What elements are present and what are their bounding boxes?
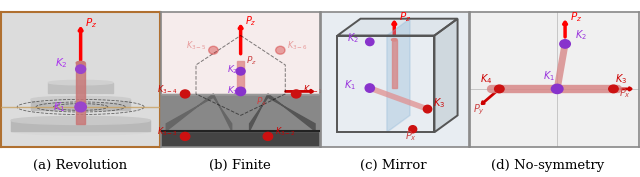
- Text: $K_{3-3}$: $K_{3-3}$: [157, 126, 178, 138]
- Circle shape: [560, 40, 570, 48]
- Circle shape: [75, 102, 86, 112]
- Ellipse shape: [31, 107, 131, 113]
- Text: $P_x$: $P_x$: [255, 96, 267, 108]
- Text: $K_1$: $K_1$: [53, 100, 66, 114]
- Circle shape: [409, 126, 417, 133]
- Ellipse shape: [31, 96, 131, 102]
- Circle shape: [180, 132, 190, 140]
- Text: $P_y$: $P_y$: [473, 103, 485, 117]
- Text: (c) Mirror: (c) Mirror: [360, 159, 427, 172]
- Bar: [161, 131, 320, 147]
- Bar: [12, 120, 150, 131]
- Text: $K_2$: $K_2$: [55, 56, 67, 70]
- Circle shape: [209, 46, 218, 54]
- Text: $K_1$: $K_1$: [344, 78, 356, 92]
- Text: $P_x$: $P_x$: [405, 129, 417, 143]
- Bar: [31, 99, 131, 110]
- Polygon shape: [387, 19, 410, 132]
- Text: $K_{3-1}$: $K_{3-1}$: [303, 83, 324, 96]
- Circle shape: [365, 38, 374, 46]
- Circle shape: [609, 85, 618, 93]
- Polygon shape: [435, 19, 458, 132]
- Text: $K_2$: $K_2$: [575, 28, 586, 42]
- Ellipse shape: [76, 61, 85, 64]
- Circle shape: [263, 132, 273, 140]
- Text: (d) No-symmetry: (d) No-symmetry: [491, 159, 604, 172]
- Text: $P_z$: $P_z$: [570, 10, 582, 24]
- Text: $K_3$: $K_3$: [615, 72, 627, 85]
- Text: $P_z$: $P_z$: [246, 55, 257, 67]
- Text: $K_3$: $K_3$: [433, 96, 445, 110]
- Ellipse shape: [12, 127, 150, 135]
- Text: $K_2$: $K_2$: [347, 31, 358, 45]
- Circle shape: [236, 67, 245, 75]
- Bar: [161, 94, 320, 131]
- Polygon shape: [250, 94, 315, 131]
- Circle shape: [495, 85, 504, 93]
- Text: $P_x$: $P_x$: [619, 87, 630, 100]
- Bar: [49, 83, 113, 93]
- Circle shape: [552, 84, 563, 93]
- Ellipse shape: [49, 80, 113, 85]
- Circle shape: [291, 90, 301, 98]
- Bar: [161, 12, 320, 94]
- Circle shape: [424, 105, 432, 113]
- Text: $K_{3-6}$: $K_{3-6}$: [287, 39, 308, 52]
- Text: $K_{3-5}$: $K_{3-5}$: [186, 39, 207, 52]
- Bar: [237, 61, 244, 94]
- Bar: [392, 40, 397, 88]
- Text: $P_z$: $P_z$: [399, 10, 411, 24]
- Ellipse shape: [49, 91, 113, 95]
- Polygon shape: [166, 94, 232, 131]
- Text: $K_4$: $K_4$: [480, 72, 492, 86]
- Text: $K_2$: $K_2$: [227, 63, 239, 76]
- Ellipse shape: [392, 39, 397, 41]
- Circle shape: [276, 46, 285, 54]
- Polygon shape: [337, 19, 458, 36]
- Text: $P_z$: $P_z$: [244, 14, 256, 28]
- Text: $K_{3-4}$: $K_{3-4}$: [157, 83, 178, 96]
- Text: (b) Finite: (b) Finite: [209, 159, 271, 172]
- Circle shape: [236, 87, 246, 96]
- Text: $K_1$: $K_1$: [543, 70, 556, 83]
- Ellipse shape: [12, 116, 150, 124]
- Text: $K_1$: $K_1$: [227, 84, 239, 97]
- Circle shape: [76, 65, 86, 73]
- Circle shape: [365, 84, 374, 92]
- Text: $P_z$: $P_z$: [84, 16, 97, 30]
- Text: (a) Revolution: (a) Revolution: [33, 159, 127, 172]
- Text: $K_{3-2}$: $K_{3-2}$: [275, 126, 296, 138]
- Circle shape: [180, 90, 190, 98]
- Bar: [76, 63, 85, 124]
